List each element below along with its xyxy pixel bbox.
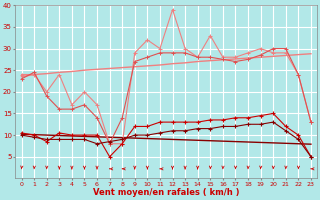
X-axis label: Vent moyen/en rafales ( km/h ): Vent moyen/en rafales ( km/h )	[93, 188, 239, 197]
